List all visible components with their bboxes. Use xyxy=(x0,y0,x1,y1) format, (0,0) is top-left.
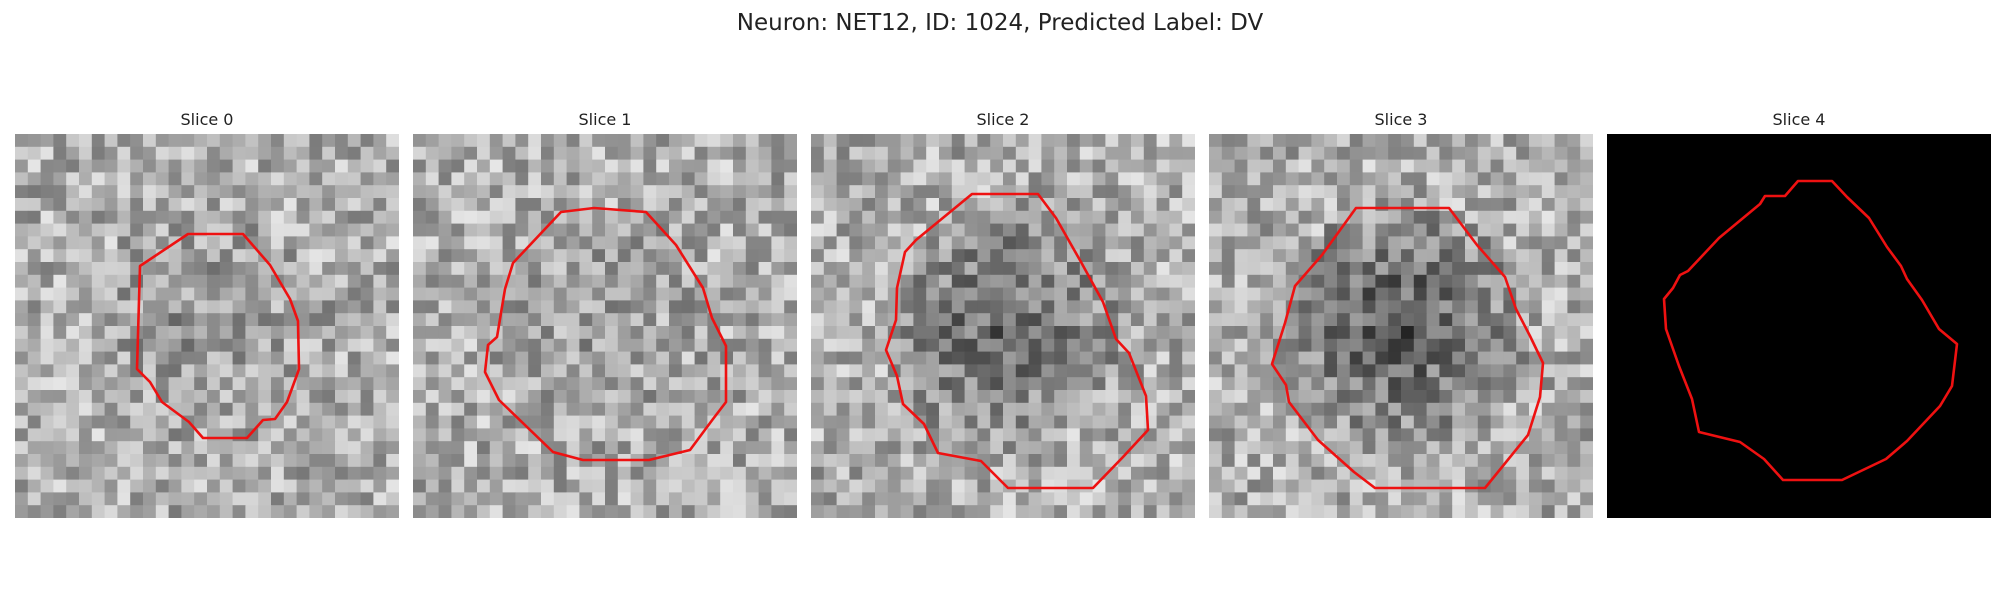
neuron-contour xyxy=(1270,206,1545,490)
figure-title: Neuron: NET12, ID: 1024, Predicted Label… xyxy=(736,10,1264,36)
slice-panel-0: Slice 0 xyxy=(15,108,399,518)
slice-title: Slice 4 xyxy=(1772,110,1826,129)
slice-title: Slice 1 xyxy=(578,110,632,129)
slice-panel-2: Slice 2 xyxy=(811,108,1195,518)
neuron-contour xyxy=(135,232,301,440)
slice-panel-4: Slice 4 xyxy=(1607,108,1991,518)
slice-image xyxy=(15,134,399,518)
slice-panel-1: Slice 1 xyxy=(413,108,797,518)
slice-image xyxy=(1209,134,1593,518)
neuron-contour xyxy=(1662,179,1959,482)
neuron-contour xyxy=(483,206,728,462)
slice-image xyxy=(413,134,797,518)
slice-image xyxy=(811,134,1195,518)
slice-title: Slice 0 xyxy=(180,110,234,129)
slice-panel-3: Slice 3 xyxy=(1209,108,1593,518)
slice-title: Slice 3 xyxy=(1374,110,1428,129)
slice-title: Slice 2 xyxy=(976,110,1030,129)
neuron-contour xyxy=(884,192,1150,490)
slice-image xyxy=(1607,134,1991,518)
